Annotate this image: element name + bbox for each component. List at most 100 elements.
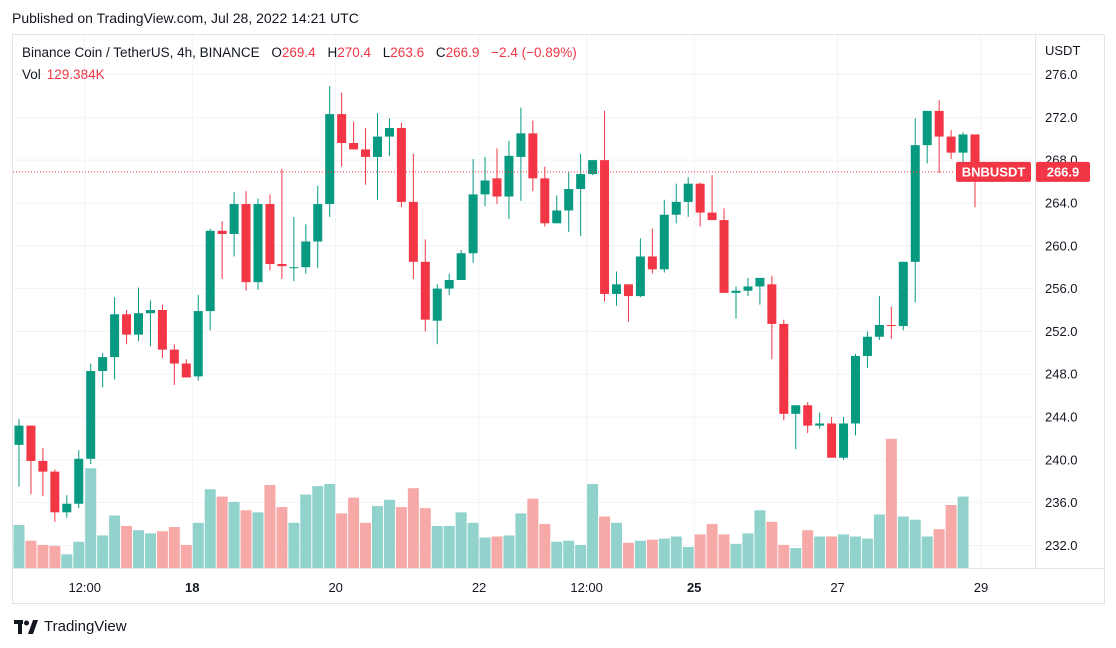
candle-body[interactable] (289, 267, 299, 269)
candle-body[interactable] (325, 114, 335, 205)
candle-body[interactable] (743, 286, 753, 291)
candle-body[interactable] (552, 210, 562, 224)
candle-body[interactable] (623, 284, 633, 297)
candle-body[interactable] (217, 230, 227, 234)
candle-body[interactable] (528, 133, 538, 179)
candle-body[interactable] (181, 363, 191, 378)
candle-body[interactable] (253, 204, 263, 283)
volume-bar (324, 484, 336, 568)
volume-bar (264, 485, 276, 568)
candle-body[interactable] (922, 110, 932, 146)
candle-body[interactable] (432, 288, 442, 321)
time-tick-label: 25 (687, 580, 701, 595)
candle-body[interactable] (38, 460, 48, 472)
volume-bar (587, 484, 599, 568)
volume-legend: Vol 129.384K (22, 67, 105, 82)
candle-body[interactable] (958, 134, 968, 153)
candle-body[interactable] (504, 155, 514, 197)
volume-bar (694, 534, 706, 568)
candle-body[interactable] (50, 471, 60, 513)
candle-body[interactable] (301, 241, 311, 268)
candle-body[interactable] (862, 336, 872, 357)
candle-body[interactable] (456, 253, 466, 281)
candle-body[interactable] (349, 143, 359, 150)
candle-body[interactable] (468, 194, 478, 254)
candle-body[interactable] (420, 261, 430, 320)
candle-body[interactable] (731, 290, 741, 293)
candle-body[interactable] (815, 423, 825, 426)
candle-body[interactable] (803, 405, 813, 426)
volume-bar (730, 543, 742, 568)
volume-bar (897, 516, 909, 568)
candle-body[interactable] (576, 174, 586, 190)
candle-body[interactable] (313, 204, 323, 242)
volume-bar (921, 536, 933, 568)
candle-body[interactable] (241, 204, 251, 283)
low-label: L (382, 45, 391, 60)
candle-body[interactable] (480, 180, 490, 195)
candle-body[interactable] (229, 204, 239, 234)
candle-body[interactable] (683, 183, 693, 202)
candle-body[interactable] (934, 110, 944, 137)
candle-body[interactable] (361, 149, 371, 157)
candle-body[interactable] (791, 405, 801, 414)
candle-body[interactable] (946, 136, 956, 153)
volume-bar (156, 531, 168, 568)
volume-bar (25, 540, 37, 568)
candle-body[interactable] (265, 204, 275, 264)
candle-body[interactable] (647, 256, 657, 270)
candle-body[interactable] (588, 160, 598, 175)
candle-body[interactable] (62, 503, 72, 513)
candle-body[interactable] (767, 284, 777, 324)
candle-body[interactable] (635, 256, 645, 297)
candle-body[interactable] (277, 263, 287, 267)
candle-body[interactable] (193, 311, 203, 377)
candle-body[interactable] (874, 324, 884, 337)
candle-body[interactable] (755, 277, 765, 287)
candle-body[interactable] (516, 133, 526, 157)
candle-body[interactable] (134, 313, 143, 335)
candle-body[interactable] (145, 310, 155, 314)
candle-body[interactable] (86, 371, 96, 459)
candle-body[interactable] (373, 136, 382, 157)
candle-body[interactable] (779, 323, 789, 414)
candle-body[interactable] (970, 134, 980, 172)
ticker-badge[interactable] (956, 161, 1031, 182)
candle-body[interactable] (671, 201, 681, 215)
candle-body[interactable] (612, 284, 621, 294)
candle-body[interactable] (492, 178, 502, 197)
candle-body[interactable] (707, 212, 717, 221)
candle-body[interactable] (169, 349, 179, 364)
candle-body[interactable] (898, 261, 908, 327)
candle-body[interactable] (205, 230, 215, 312)
candle-body[interactable] (14, 425, 24, 445)
volume-bar (192, 522, 204, 568)
candle-body[interactable] (910, 145, 920, 262)
volume-bar (168, 527, 180, 568)
tradingview-logo[interactable]: TradingView (14, 618, 127, 635)
candle-body[interactable] (540, 178, 550, 224)
candle-body[interactable] (384, 128, 394, 137)
candle-body[interactable] (564, 189, 574, 211)
candle-body[interactable] (408, 201, 418, 262)
candle-body[interactable] (886, 324, 896, 327)
candle-body[interactable] (26, 425, 36, 461)
candle-body[interactable] (444, 280, 454, 289)
candle-body[interactable] (827, 423, 837, 458)
candle-body[interactable] (839, 423, 849, 458)
volume-bar (336, 513, 348, 568)
candle-body[interactable] (110, 314, 120, 358)
candle-body[interactable] (396, 128, 406, 202)
candle-body[interactable] (98, 357, 108, 372)
candle-body[interactable] (74, 458, 84, 504)
candle-body[interactable] (695, 183, 705, 213)
candle-body[interactable] (659, 214, 669, 270)
candle-body[interactable] (600, 160, 610, 294)
candle-body[interactable] (337, 114, 347, 144)
candle-body[interactable] (122, 314, 132, 335)
candle-body[interactable] (719, 220, 729, 293)
candle-body[interactable] (157, 310, 167, 350)
candle-body[interactable] (851, 356, 860, 424)
symbol-title[interactable]: Binance Coin / TetherUS, 4h, BINANCE (22, 45, 260, 60)
